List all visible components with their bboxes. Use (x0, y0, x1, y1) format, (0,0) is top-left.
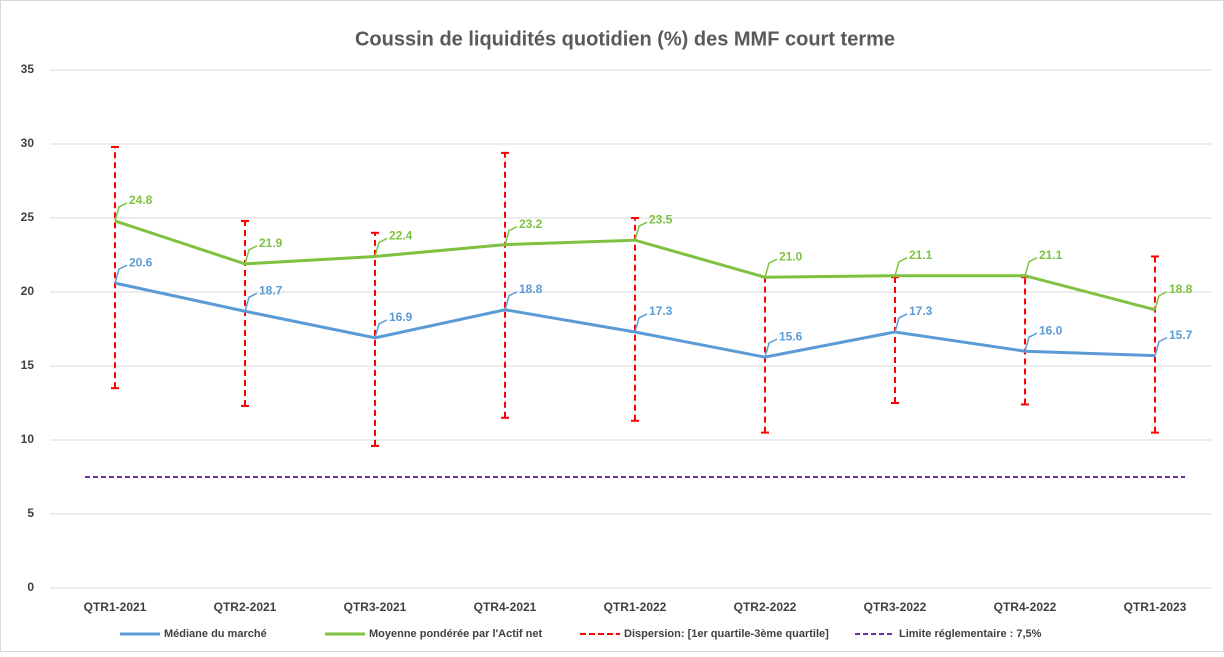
label-leader (244, 245, 258, 265)
x-tick-label: QTR4-2021 (474, 600, 537, 614)
data-label: 23.2 (519, 217, 543, 231)
x-tick-label: QTR1-2023 (1124, 600, 1187, 614)
label-leader (894, 257, 908, 276)
x-tick-label: QTR3-2022 (864, 600, 927, 614)
x-tick-label: QTR2-2021 (214, 600, 277, 614)
data-label: 15.6 (779, 329, 803, 343)
data-label: 21.0 (779, 249, 803, 263)
data-label: 15.7 (1169, 328, 1193, 342)
y-tick-label: 25 (21, 210, 35, 224)
data-label: 16.9 (389, 310, 413, 324)
data-label: 18.8 (1169, 282, 1193, 296)
data-label: 23.5 (649, 212, 673, 226)
label-leader (634, 313, 648, 333)
data-label: 24.8 (129, 193, 153, 207)
data-label: 20.6 (129, 255, 153, 269)
label-leader (764, 338, 778, 358)
legend-label: Dispersion: [1er quartile-3ème quartile] (624, 628, 829, 640)
label-leader (504, 291, 518, 310)
label-leader (634, 221, 648, 241)
label-leader (374, 237, 388, 257)
label-leader (1154, 336, 1168, 356)
data-label: 18.7 (259, 283, 283, 297)
label-leader (764, 258, 778, 278)
y-tick-label: 15 (21, 358, 35, 372)
y-tick-label: 20 (21, 284, 35, 298)
label-leader (504, 225, 518, 245)
y-tick-label: 35 (21, 62, 35, 76)
label-leader (1024, 332, 1038, 352)
y-tick-label: 10 (21, 432, 35, 446)
label-leader (894, 313, 908, 333)
label-leader (1024, 257, 1038, 276)
x-tick-label: QTR1-2022 (604, 600, 667, 614)
legend-label: Limite réglementaire : 7,5% (899, 628, 1042, 640)
x-tick-label: QTR4-2022 (994, 600, 1057, 614)
data-label: 21.1 (1039, 248, 1063, 262)
data-label: 21.1 (909, 248, 933, 262)
data-label: 17.3 (909, 304, 933, 318)
label-leader (114, 264, 128, 284)
x-tick-label: QTR2-2022 (734, 600, 797, 614)
x-tick-label: QTR3-2021 (344, 600, 407, 614)
data-label: 18.8 (519, 282, 543, 296)
label-leader (1154, 291, 1168, 310)
legend-label: Moyenne pondérée par l'Actif net (369, 628, 542, 640)
label-leader (374, 319, 388, 339)
y-tick-label: 0 (27, 580, 34, 594)
legend-label: Médiane du marché (164, 628, 267, 640)
data-label: 22.4 (389, 229, 413, 243)
label-leader (114, 202, 128, 222)
chart-title: Coussin de liquidités quotidien (%) des … (355, 28, 895, 50)
label-leader (244, 292, 258, 312)
data-label: 16.0 (1039, 323, 1063, 337)
x-tick-label: QTR1-2021 (84, 600, 147, 614)
data-label: 17.3 (649, 304, 673, 318)
data-label: 21.9 (259, 236, 283, 250)
y-tick-label: 5 (27, 506, 34, 520)
y-tick-label: 30 (21, 136, 35, 150)
